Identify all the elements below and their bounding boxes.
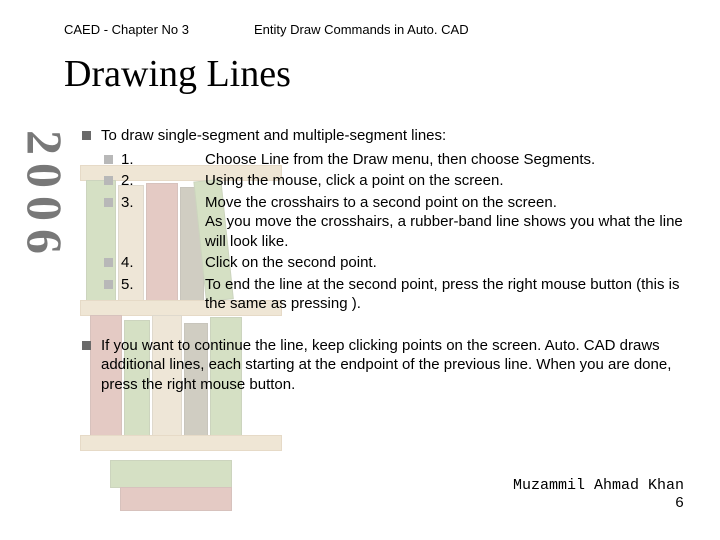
bullet-icon bbox=[82, 341, 91, 350]
intro-bullet: To draw single-segment and multiple-segm… bbox=[82, 126, 686, 146]
step-text: Choose Line from the Draw menu, then cho… bbox=[205, 150, 686, 170]
bullet-icon bbox=[104, 258, 113, 267]
continue-bullet: If you want to continue the line, keep c… bbox=[82, 336, 686, 395]
step-number: 3. bbox=[121, 193, 205, 213]
year-watermark: 2006 bbox=[16, 130, 74, 262]
step-text: Click on the second point. bbox=[205, 253, 686, 273]
bullet-icon bbox=[104, 280, 113, 289]
author-name: Muzammil Ahmad Khan bbox=[513, 477, 684, 496]
slide-title: Drawing Lines bbox=[64, 52, 291, 96]
step-item: 3.Move the crosshairs to a second point … bbox=[104, 193, 686, 252]
step-item: 1.Choose Line from the Draw menu, then c… bbox=[104, 150, 686, 170]
chapter-label: CAED - Chapter No 3 bbox=[64, 22, 254, 37]
slide-header: CAED - Chapter No 3 Entity Draw Commands… bbox=[64, 22, 680, 37]
bullet-icon bbox=[104, 198, 113, 207]
step-number: 4. bbox=[121, 253, 205, 273]
step-number: 5. bbox=[121, 275, 205, 295]
intro-text: To draw single-segment and multiple-segm… bbox=[101, 126, 446, 146]
slide-content: To draw single-segment and multiple-segm… bbox=[82, 126, 686, 398]
continue-text: If you want to continue the line, keep c… bbox=[101, 336, 686, 395]
step-item: 4.Click on the second point. bbox=[104, 253, 686, 273]
slide-footer: Muzammil Ahmad Khan 6 bbox=[513, 477, 684, 515]
bullet-icon bbox=[104, 176, 113, 185]
step-text: To end the line at the second point, pre… bbox=[205, 275, 686, 314]
step-number: 1. bbox=[121, 150, 205, 170]
step-text: Move the crosshairs to a second point on… bbox=[205, 193, 686, 252]
page-number: 6 bbox=[513, 495, 684, 514]
step-number: 2. bbox=[121, 171, 205, 191]
step-item: 2.Using the mouse, click a point on the … bbox=[104, 171, 686, 191]
steps-list: 1.Choose Line from the Draw menu, then c… bbox=[104, 150, 686, 314]
bullet-icon bbox=[82, 131, 91, 140]
bullet-icon bbox=[104, 155, 113, 164]
step-text: Using the mouse, click a point on the sc… bbox=[205, 171, 686, 191]
topic-label: Entity Draw Commands in Auto. CAD bbox=[254, 22, 469, 37]
step-item: 5.To end the line at the second point, p… bbox=[104, 275, 686, 314]
